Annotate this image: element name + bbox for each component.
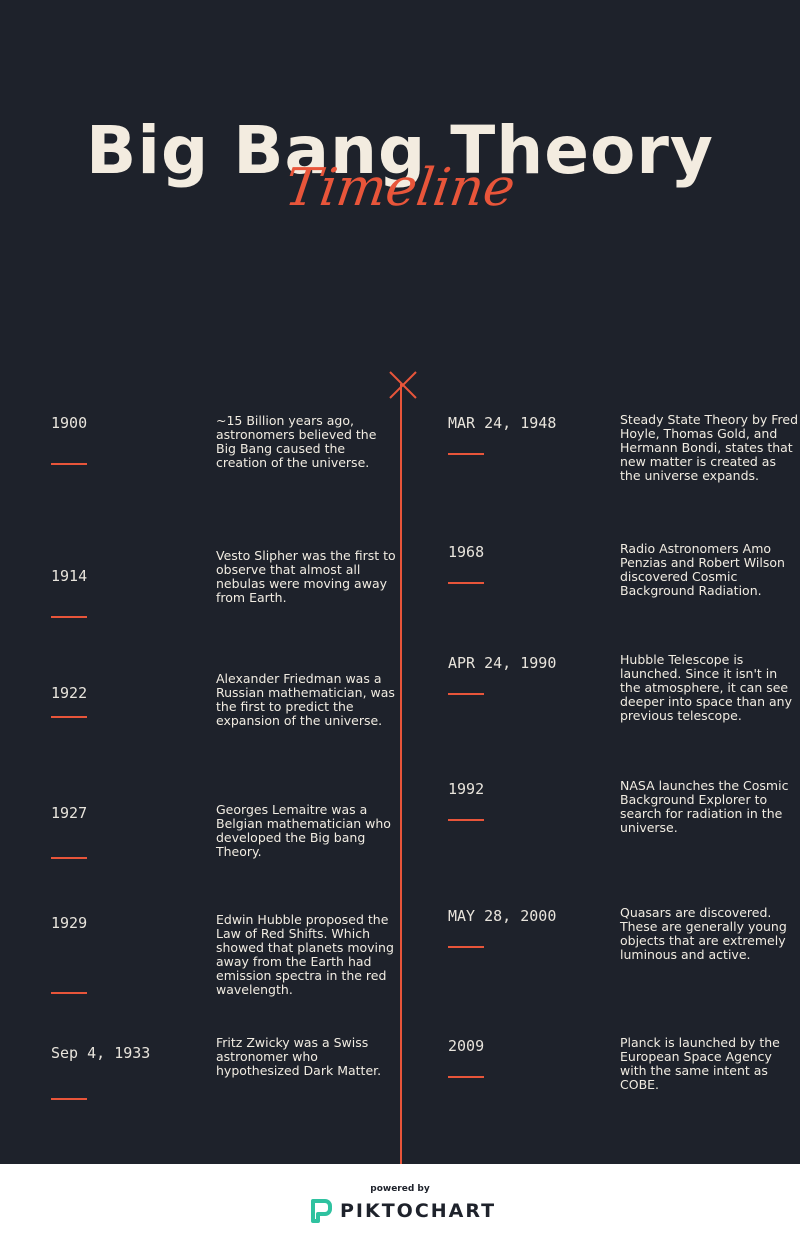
event-divider — [51, 1098, 87, 1100]
event-divider — [51, 857, 87, 859]
event-divider — [448, 1076, 484, 1078]
event-description: Planck is launched by the European Space… — [620, 1035, 780, 1092]
event-description: NASA launches the Cosmic Background Expl… — [620, 778, 789, 835]
event-date: 2009 — [448, 1037, 485, 1055]
event-date: 1968 — [448, 543, 485, 561]
event-divider — [448, 819, 484, 821]
event-description: Georges Lemaitre was a Belgian mathemati… — [216, 802, 391, 859]
event-date: 1992 — [448, 780, 485, 798]
event-description: Hubble Telescope is launched. Since it i… — [620, 652, 792, 723]
event-date: MAY 28, 2000 — [448, 907, 557, 925]
event-divider — [51, 992, 87, 994]
event-divider — [448, 453, 484, 455]
event-divider — [448, 693, 484, 695]
event-divider — [51, 463, 87, 465]
event-date: 1922 — [51, 684, 88, 702]
timeline-axis — [400, 384, 402, 1164]
event-date: 1914 — [51, 567, 88, 585]
event-description: Fritz Zwicky was a Swiss astronomer who … — [216, 1035, 382, 1078]
event-divider — [448, 582, 484, 584]
event-date: Sep 4, 1933 — [51, 1044, 151, 1062]
footer: powered by PIKTOCHART — [0, 1164, 800, 1244]
event-date: 1900 — [51, 414, 88, 432]
event-description: Quasars are discovered. These are genera… — [620, 905, 787, 962]
event-divider — [51, 716, 87, 718]
event-description: Edwin Hubble proposed the Law of Red Shi… — [216, 912, 394, 997]
event-description: Alexander Friedman was a Russian mathema… — [216, 671, 395, 728]
event-description: Vesto Slipher was the first to observe t… — [216, 548, 396, 605]
page-subtitle: Timeline — [281, 158, 519, 218]
event-description: Radio Astronomers Amo Penzias and Robert… — [620, 541, 785, 598]
event-date: 1927 — [51, 804, 88, 822]
event-divider — [51, 616, 87, 618]
event-date: MAR 24, 1948 — [448, 414, 557, 432]
brand-link[interactable]: PIKTOCHART — [310, 1198, 496, 1224]
piktochart-logo-icon — [311, 1199, 332, 1223]
event-divider — [448, 946, 484, 948]
event-description: Steady State Theory by Fred Hoyle, Thoma… — [620, 412, 799, 483]
event-description: ~15 Billion years ago, astronomers belie… — [216, 413, 377, 470]
brand-name: PIKTOCHART — [340, 1200, 497, 1222]
page-title: Big Bang Theory — [86, 112, 714, 189]
event-date: APR 24, 1990 — [448, 654, 557, 672]
cross-marker-icon — [389, 371, 417, 399]
event-date: 1929 — [51, 914, 88, 932]
powered-by-label: powered by — [370, 1184, 430, 1194]
